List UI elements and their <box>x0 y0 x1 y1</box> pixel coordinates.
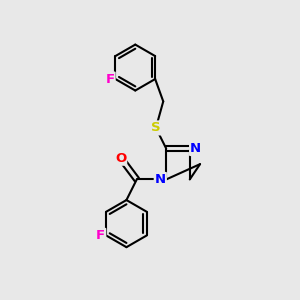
Text: F: F <box>106 73 115 85</box>
Text: N: N <box>155 173 166 186</box>
Text: O: O <box>115 152 126 165</box>
Text: N: N <box>190 142 201 155</box>
Text: F: F <box>96 229 105 242</box>
Text: S: S <box>151 122 161 134</box>
